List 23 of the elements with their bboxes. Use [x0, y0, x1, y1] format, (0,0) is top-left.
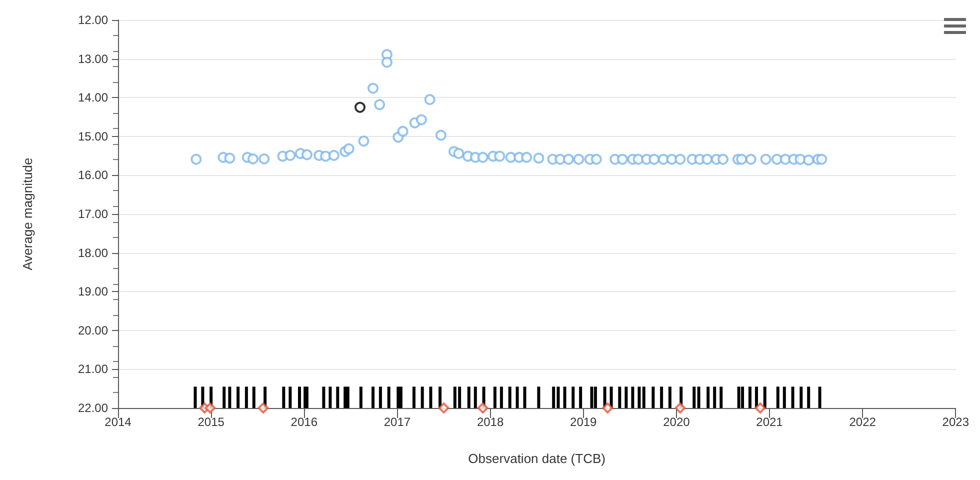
y-tick-label: 14.00 [78, 90, 108, 105]
x-tick-label: 2016 [290, 415, 318, 429]
y-axis-title: Average magnitude [20, 158, 35, 270]
x-tick-label: 2014 [104, 415, 132, 429]
y-tick-label: 18.00 [78, 246, 108, 260]
y-tick-label: 19.00 [78, 284, 108, 299]
y-tick-label: 17.00 [78, 207, 108, 221]
y-tick-label: 15.00 [78, 129, 108, 144]
y-tick-label: 21.00 [78, 362, 108, 376]
x-tick-label: 2019 [570, 415, 598, 429]
x-tick-label: 2020 [663, 415, 690, 429]
x-tick-label: 2017 [384, 415, 411, 429]
y-tick-label: 22.00 [78, 401, 108, 415]
x-tick-label: 2022 [849, 415, 876, 429]
x-tick-label: 2023 [942, 415, 970, 429]
x-tick-label: 2021 [756, 415, 784, 429]
x-tick-label: 2018 [476, 415, 504, 429]
y-tick-label: 16.00 [78, 168, 108, 182]
y-tick-label: 12.00 [78, 13, 108, 27]
x-axis-title: Observation date (TCB) [468, 451, 606, 466]
x-tick-label: 2015 [198, 415, 225, 429]
y-tick-label: 20.00 [78, 323, 108, 338]
y-tick-label: 13.00 [78, 52, 108, 66]
